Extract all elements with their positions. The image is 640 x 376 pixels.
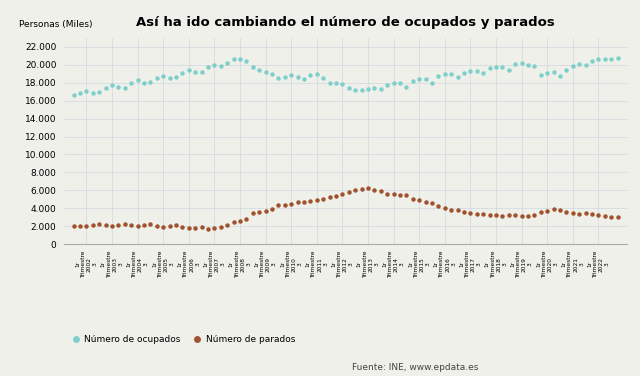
Número de ocupados — [614, 56, 621, 60]
Legend: Número de ocupados, Número de parados: Número de ocupados, Número de parados — [68, 331, 298, 347]
Line: Número de ocupados: Número de ocupados — [72, 56, 619, 96]
Número de parados — [614, 215, 621, 220]
Número de parados — [204, 226, 212, 231]
Line: Número de parados: Número de parados — [72, 186, 619, 230]
Número de parados — [339, 192, 346, 197]
Número de ocupados — [83, 89, 90, 93]
Text: Personas (Miles): Personas (Miles) — [19, 20, 92, 29]
Número de parados — [70, 223, 77, 228]
Número de parados — [83, 223, 90, 228]
Número de ocupados — [486, 66, 493, 71]
Número de ocupados — [127, 80, 135, 85]
Número de parados — [499, 214, 506, 218]
Número de ocupados — [332, 80, 340, 85]
Número de parados — [364, 186, 372, 191]
Número de parados — [127, 223, 135, 227]
Número de ocupados — [531, 64, 538, 68]
Número de ocupados — [70, 92, 77, 97]
Número de parados — [95, 222, 103, 227]
Title: Así ha ido cambiando el número de ocupados y parados: Así ha ido cambiando el número de ocupad… — [136, 17, 555, 29]
Número de parados — [543, 209, 551, 213]
Número de ocupados — [95, 90, 103, 94]
Text: Fuente: INE, www.epdata.es: Fuente: INE, www.epdata.es — [352, 363, 478, 372]
